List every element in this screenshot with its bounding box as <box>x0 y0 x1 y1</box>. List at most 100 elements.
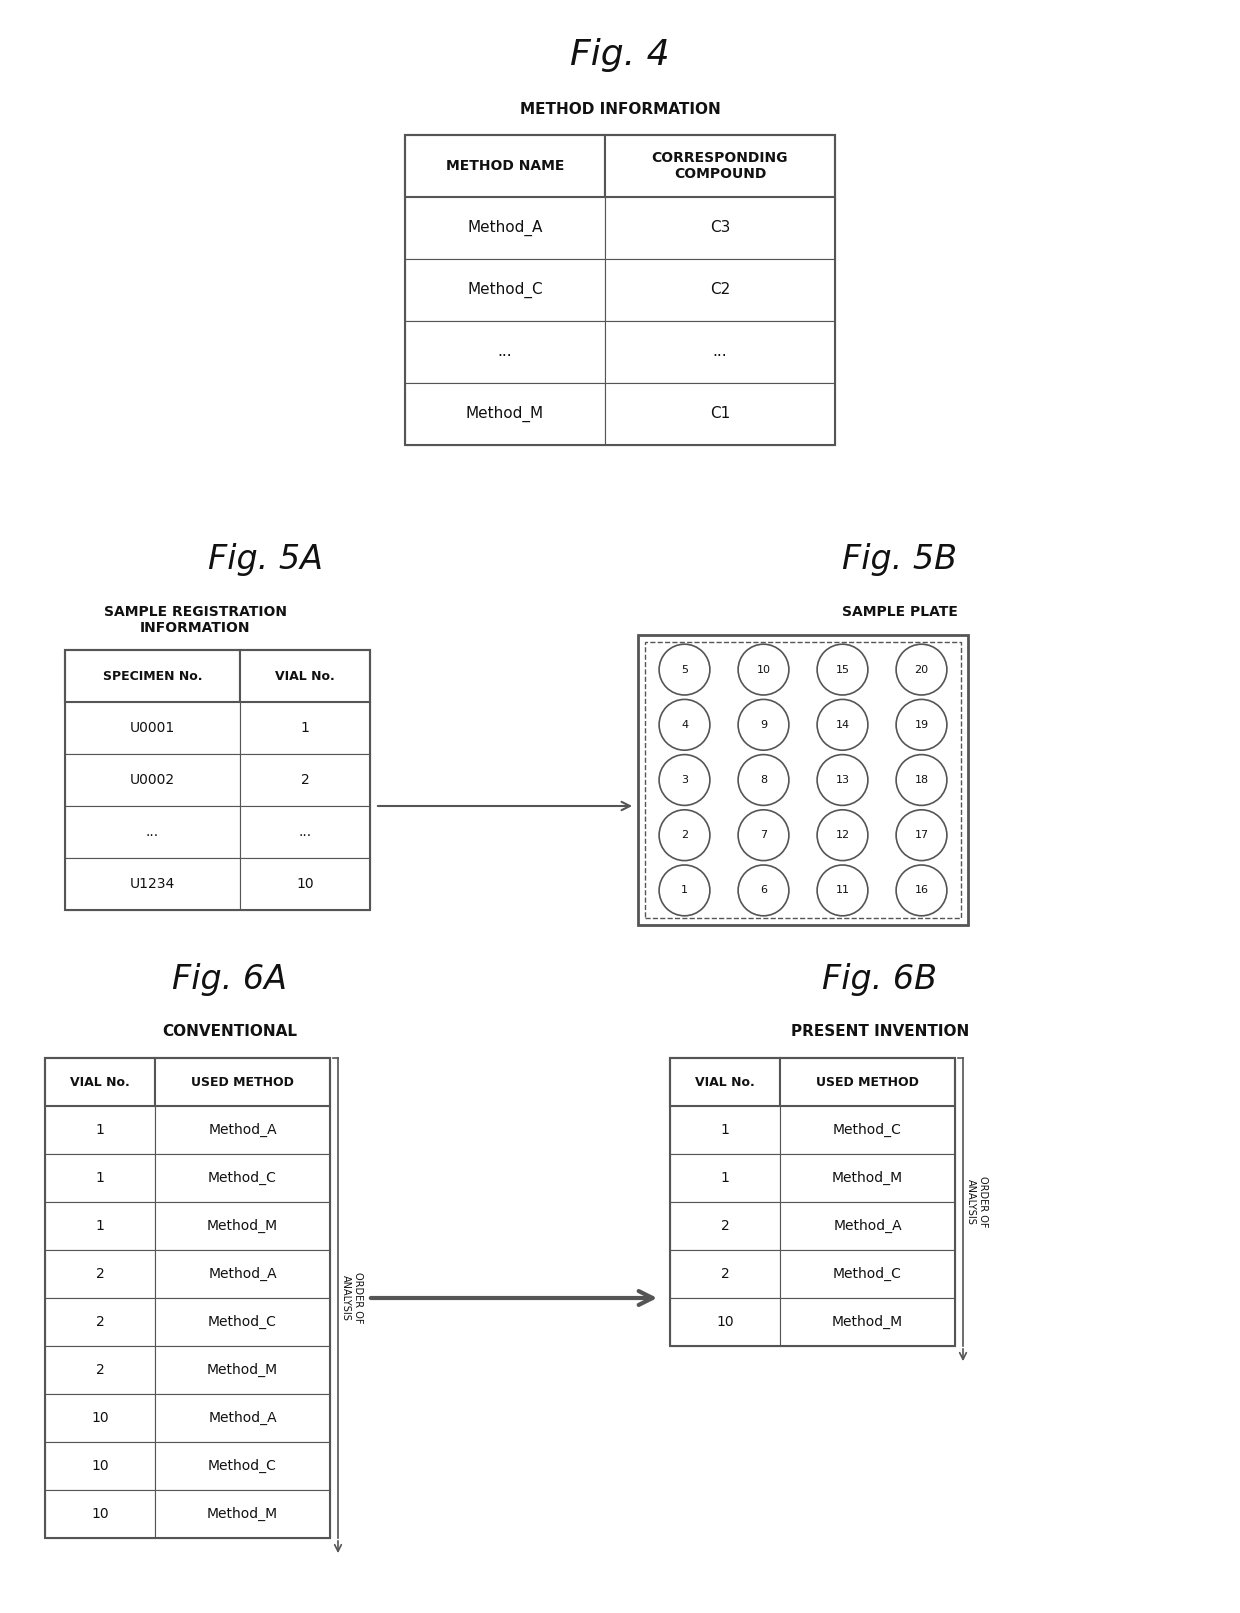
Bar <box>780 1153 955 1202</box>
Text: 12: 12 <box>836 831 849 840</box>
Text: 20: 20 <box>914 665 929 674</box>
Text: Fig. 6B: Fig. 6B <box>822 963 937 997</box>
Text: Fig. 5A: Fig. 5A <box>207 544 322 576</box>
Text: 1: 1 <box>300 721 310 736</box>
Bar <box>64 702 241 753</box>
Text: U1234: U1234 <box>130 877 175 890</box>
Text: 2: 2 <box>300 773 309 787</box>
Text: 9: 9 <box>760 719 768 729</box>
Bar <box>45 1490 155 1539</box>
Circle shape <box>817 644 868 695</box>
Bar <box>405 197 605 260</box>
Text: Method_M: Method_M <box>207 1507 278 1521</box>
Text: 10: 10 <box>92 1460 109 1473</box>
Circle shape <box>897 865 947 916</box>
Text: ...: ... <box>146 824 159 839</box>
Text: Method_M: Method_M <box>832 1315 903 1329</box>
Circle shape <box>817 810 868 861</box>
Circle shape <box>660 644 709 695</box>
Text: 1: 1 <box>681 886 688 895</box>
Text: 10: 10 <box>756 665 770 674</box>
Bar <box>64 806 241 858</box>
Circle shape <box>897 700 947 750</box>
Text: 1: 1 <box>720 1123 729 1137</box>
Bar <box>405 135 605 197</box>
Bar <box>405 260 605 321</box>
Text: Method_A: Method_A <box>208 1266 277 1281</box>
Bar <box>780 1058 955 1107</box>
Bar <box>155 1250 330 1298</box>
Circle shape <box>817 755 868 805</box>
Text: ORDER OF
ANALYSIS: ORDER OF ANALYSIS <box>966 1176 988 1227</box>
Circle shape <box>738 865 789 916</box>
Bar <box>605 260 835 321</box>
Text: Method_M: Method_M <box>207 1363 278 1378</box>
Text: 17: 17 <box>914 831 929 840</box>
Text: Method_A: Method_A <box>208 1123 277 1137</box>
Bar <box>45 1107 155 1153</box>
Bar <box>605 382 835 445</box>
Text: 13: 13 <box>836 774 849 786</box>
Text: SAMPLE REGISTRATION
INFORMATION: SAMPLE REGISTRATION INFORMATION <box>103 605 286 636</box>
Text: USED METHOD: USED METHOD <box>816 1076 919 1089</box>
Bar <box>45 1250 155 1298</box>
Text: Method_M: Method_M <box>832 1171 903 1186</box>
Bar <box>155 1345 330 1394</box>
Bar <box>241 753 370 806</box>
Text: 15: 15 <box>836 665 849 674</box>
Bar <box>155 1442 330 1490</box>
Bar <box>45 1442 155 1490</box>
Text: ...: ... <box>299 824 311 839</box>
Bar <box>670 1058 780 1107</box>
Bar <box>780 1202 955 1250</box>
Bar <box>405 135 835 445</box>
Circle shape <box>660 810 709 861</box>
Text: VIAL No.: VIAL No. <box>71 1076 130 1089</box>
Bar <box>45 1394 155 1442</box>
Text: Method_A: Method_A <box>833 1219 901 1232</box>
Text: 10: 10 <box>92 1411 109 1424</box>
Text: Method_C: Method_C <box>208 1171 277 1186</box>
Bar <box>45 1202 155 1250</box>
Text: 2: 2 <box>720 1266 729 1281</box>
Text: 1: 1 <box>95 1219 104 1232</box>
Bar <box>780 1298 955 1345</box>
Text: 6: 6 <box>760 886 768 895</box>
Circle shape <box>897 644 947 695</box>
Text: Method_C: Method_C <box>833 1266 901 1281</box>
Bar <box>155 1394 330 1442</box>
Text: 10: 10 <box>717 1315 734 1329</box>
Text: 10: 10 <box>296 877 314 890</box>
Circle shape <box>817 700 868 750</box>
Text: 1: 1 <box>95 1123 104 1137</box>
Bar <box>405 321 605 382</box>
Bar <box>780 1250 955 1298</box>
Text: Fig. 5B: Fig. 5B <box>842 544 957 576</box>
Circle shape <box>897 755 947 805</box>
Bar <box>155 1490 330 1539</box>
Text: SAMPLE PLATE: SAMPLE PLATE <box>842 605 959 619</box>
Circle shape <box>660 865 709 916</box>
Text: Method_M: Method_M <box>466 406 544 423</box>
Circle shape <box>660 755 709 805</box>
Bar <box>64 753 241 806</box>
Bar <box>155 1202 330 1250</box>
Circle shape <box>738 700 789 750</box>
Text: 1: 1 <box>95 1171 104 1186</box>
Circle shape <box>897 810 947 861</box>
Bar <box>605 321 835 382</box>
Text: Method_C: Method_C <box>833 1123 901 1137</box>
Bar <box>45 1345 155 1394</box>
Text: CORRESPONDING
COMPOUND: CORRESPONDING COMPOUND <box>652 152 789 181</box>
Text: METHOD INFORMATION: METHOD INFORMATION <box>520 103 720 118</box>
Text: 1: 1 <box>720 1171 729 1186</box>
Bar <box>670 1298 780 1345</box>
Bar <box>45 1058 155 1107</box>
Text: ORDER OF
ANALYSIS: ORDER OF ANALYSIS <box>341 1273 363 1324</box>
Text: Method_C: Method_C <box>208 1315 277 1329</box>
Bar <box>670 1058 955 1345</box>
Text: 2: 2 <box>681 831 688 840</box>
Bar <box>605 197 835 260</box>
Bar <box>780 1107 955 1153</box>
Text: 16: 16 <box>915 886 929 895</box>
